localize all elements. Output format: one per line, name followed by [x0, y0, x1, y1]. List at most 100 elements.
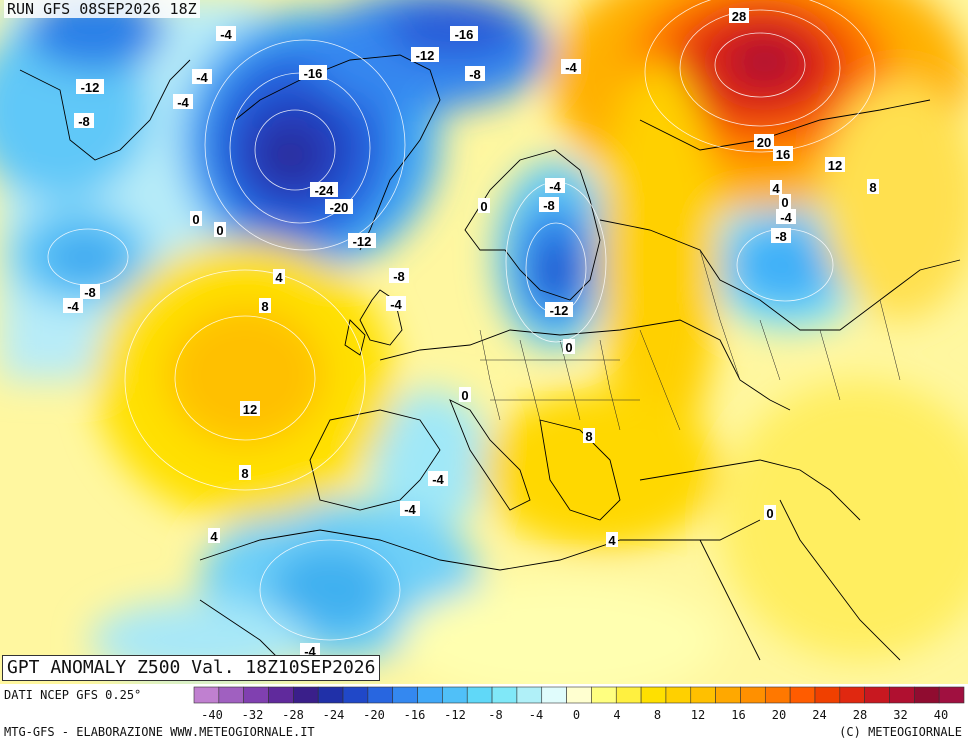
- contour-label: 16: [773, 146, 793, 162]
- svg-text:0: 0: [192, 212, 199, 227]
- country-borders: [479, 249, 901, 431]
- legend-swatch: [293, 686, 319, 704]
- svg-text:8: 8: [585, 429, 592, 444]
- contour-label: -4: [561, 59, 581, 75]
- contour-label: 12: [240, 401, 260, 417]
- contour-label: -12: [545, 302, 573, 318]
- svg-text:-20: -20: [330, 200, 349, 215]
- color-legend: -40 -32 -28 -24 -20 -16 -12 -8 -4 0 4 8 12 16 20 24 28 32…: [193, 686, 965, 722]
- contour-label: -8: [80, 284, 100, 300]
- svg-text:-8: -8: [78, 114, 90, 129]
- copyright-label: (C) METEOGIORNALE: [839, 725, 962, 739]
- svg-text:0: 0: [216, 223, 223, 238]
- credit-label: MTG-GFS - ELABORAZIONE WWW.METEOGIORNALE…: [4, 725, 315, 739]
- svg-text:-8: -8: [775, 229, 787, 244]
- legend-tick-label: -20: [363, 708, 385, 722]
- contour-label: 0: [779, 194, 791, 210]
- coastlines: [19, 54, 961, 661]
- contour-label: 0: [190, 211, 202, 227]
- legend-tick-label: -40: [201, 708, 223, 722]
- svg-text:4: 4: [608, 533, 616, 548]
- svg-text:-16: -16: [455, 27, 474, 42]
- svg-text:-4: -4: [196, 70, 208, 85]
- svg-text:-8: -8: [543, 198, 555, 213]
- svg-text:-8: -8: [393, 269, 405, 284]
- svg-text:-4: -4: [432, 472, 444, 487]
- legend-swatch: [938, 686, 965, 704]
- contour-label: 0: [214, 222, 226, 238]
- contour-label: -4: [63, 298, 83, 314]
- legend-swatch: [417, 686, 443, 704]
- contour-label: -20: [325, 199, 353, 215]
- legend-tick-label: -24: [323, 708, 345, 722]
- contour-label: 8: [259, 298, 271, 314]
- legend-swatch: [839, 686, 865, 704]
- legend-swatch: [789, 686, 816, 704]
- contour-label: 4: [606, 532, 618, 548]
- svg-text:0: 0: [480, 199, 487, 214]
- legend-swatch: [268, 686, 294, 704]
- legend-swatch: [516, 686, 543, 704]
- contour-label: -4: [776, 209, 796, 225]
- contour-label: -24: [310, 182, 338, 198]
- svg-text:8: 8: [261, 299, 268, 314]
- contour-label: 0: [459, 387, 471, 403]
- contour-label: 0: [764, 505, 776, 521]
- svg-text:-4: -4: [390, 297, 402, 312]
- legend-tick-label: 0: [573, 708, 580, 722]
- contour-label: -8: [771, 228, 791, 244]
- legend-tick-label: -28: [282, 708, 304, 722]
- svg-text:-12: -12: [81, 80, 100, 95]
- contour-lines: [47, 0, 876, 641]
- legend-swatch: [615, 686, 642, 704]
- legend-tick-label: 16: [731, 708, 745, 722]
- legend-swatch: [392, 686, 418, 704]
- legend-tick-label: 4: [613, 708, 620, 722]
- contour-label: -16: [450, 26, 478, 42]
- contour-label: 12: [825, 157, 845, 173]
- svg-text:4: 4: [772, 181, 780, 196]
- contour-label: 8: [583, 428, 595, 444]
- contour-label: 20: [754, 134, 774, 150]
- contour-label: -8: [74, 113, 94, 129]
- contour-label: 28: [729, 8, 749, 24]
- svg-text:-4: -4: [404, 502, 416, 517]
- svg-text:-4: -4: [780, 210, 792, 225]
- legend-swatch: [466, 686, 493, 704]
- svg-text:-4: -4: [565, 60, 577, 75]
- legend-swatch: [566, 686, 592, 704]
- legend-tick-label: 32: [893, 708, 907, 722]
- svg-text:16: 16: [776, 147, 790, 162]
- svg-text:0: 0: [781, 195, 788, 210]
- svg-text:12: 12: [828, 158, 842, 173]
- map-title: GPT ANOMALY Z500 Val. 18Z10SEP2026: [2, 655, 381, 681]
- legend-swatch: [591, 686, 617, 704]
- contour-label: 0: [478, 198, 490, 214]
- svg-text:4: 4: [210, 529, 218, 544]
- svg-text:-12: -12: [550, 303, 569, 318]
- svg-text:-12: -12: [353, 234, 372, 249]
- legend-tick-label: 20: [772, 708, 786, 722]
- legend-swatch: [690, 686, 716, 704]
- legend-swatch: [317, 686, 344, 704]
- contour-label: 4: [770, 180, 782, 196]
- contour-label: 8: [867, 179, 879, 195]
- svg-text:-12: -12: [416, 48, 435, 63]
- legend-swatch: [889, 686, 915, 704]
- legend-swatch: [914, 686, 940, 704]
- legend-swatch: [342, 686, 369, 704]
- legend-tick-label: 8: [654, 708, 661, 722]
- legend-swatch: [665, 686, 692, 704]
- svg-text:-24: -24: [315, 183, 335, 198]
- contour-label: -12: [348, 233, 376, 249]
- contour-label: -4: [545, 178, 565, 194]
- svg-text:0: 0: [766, 506, 773, 521]
- legend-ticks: -40 -32 -28 -24 -20 -16 -12 -8 -4 0 4 8 12 16 20 24 28 32…: [201, 708, 948, 722]
- svg-text:8: 8: [869, 180, 876, 195]
- svg-text:-16: -16: [304, 66, 323, 81]
- contour-label: -12: [76, 79, 104, 95]
- contour-label: -4: [386, 296, 406, 312]
- legend-swatch: [367, 686, 394, 704]
